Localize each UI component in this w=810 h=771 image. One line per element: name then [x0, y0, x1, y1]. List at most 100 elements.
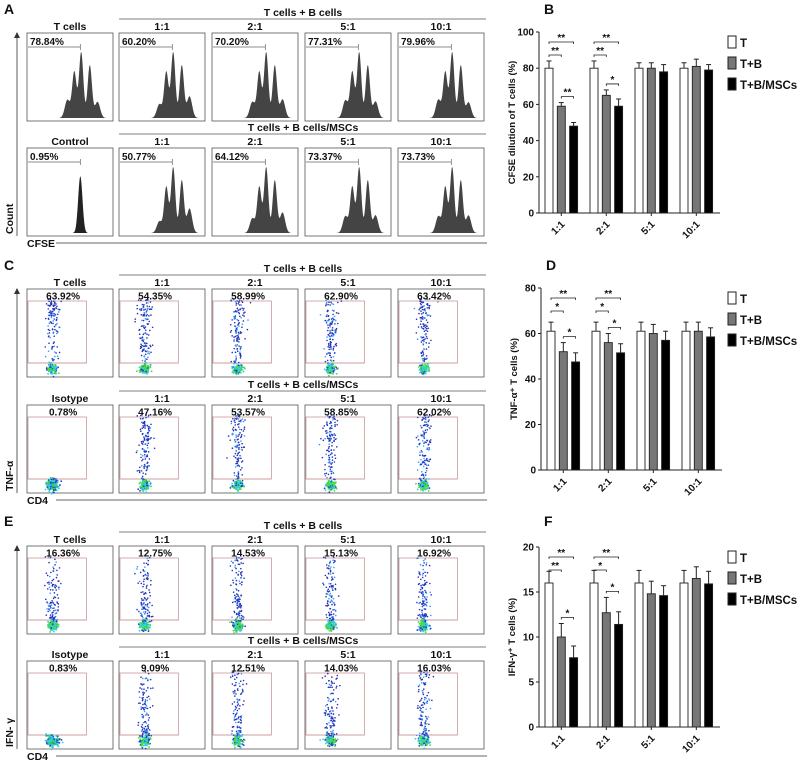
dot	[147, 695, 150, 698]
dot	[235, 482, 238, 485]
dot	[146, 577, 149, 579]
dot	[150, 485, 152, 488]
dot	[242, 420, 245, 423]
dot	[420, 744, 423, 747]
dot	[419, 601, 421, 604]
dot	[145, 714, 147, 716]
group-header: T cells + B cells	[264, 520, 343, 532]
dot	[234, 746, 236, 749]
dot	[330, 734, 333, 737]
dot	[52, 589, 54, 591]
dot	[53, 596, 56, 598]
dot	[141, 723, 144, 726]
dot	[233, 487, 235, 489]
group-header: T cells + B cells	[264, 263, 343, 275]
dot	[242, 312, 245, 314]
dot	[141, 344, 143, 347]
dot	[53, 325, 56, 328]
dot	[327, 696, 329, 699]
dot	[327, 345, 329, 348]
dot	[144, 744, 147, 747]
dot	[46, 608, 48, 610]
dot	[325, 304, 327, 307]
dot	[148, 414, 150, 417]
dot	[240, 609, 243, 612]
dot	[424, 744, 427, 747]
dot	[423, 698, 426, 701]
dot	[420, 735, 423, 738]
dot	[325, 472, 328, 475]
dot	[327, 708, 330, 711]
dot	[329, 573, 332, 575]
dot	[237, 435, 239, 437]
dot	[48, 586, 51, 589]
dot	[328, 456, 331, 459]
dot	[142, 305, 145, 308]
dot	[329, 620, 332, 623]
dot	[56, 346, 59, 348]
dot	[424, 620, 427, 623]
dot	[48, 626, 51, 629]
dot	[323, 368, 326, 371]
dot	[236, 726, 239, 729]
dot	[425, 312, 427, 315]
dot	[241, 480, 243, 483]
dot	[233, 338, 235, 341]
dot	[52, 611, 54, 614]
dot	[234, 325, 236, 327]
dot	[141, 427, 144, 430]
dot	[145, 608, 147, 611]
dot	[60, 300, 62, 303]
dot	[422, 327, 424, 330]
dot	[234, 559, 237, 562]
dot	[136, 450, 138, 452]
dot	[150, 615, 153, 618]
dot	[138, 736, 140, 739]
dot	[48, 322, 51, 325]
dot	[144, 458, 147, 460]
dot	[424, 631, 427, 634]
dot	[148, 315, 150, 317]
dot	[426, 330, 429, 332]
dot	[47, 350, 50, 352]
dot	[235, 310, 238, 313]
dot	[233, 485, 236, 488]
dot	[324, 574, 327, 577]
dot	[335, 327, 338, 330]
dot	[417, 625, 420, 628]
dot	[328, 344, 330, 346]
dot	[331, 603, 333, 606]
dot	[146, 309, 149, 311]
dot	[426, 367, 428, 370]
dot	[48, 608, 50, 610]
dot	[240, 692, 243, 694]
dot	[323, 487, 326, 490]
dot	[331, 481, 334, 483]
dot	[424, 326, 427, 329]
dot	[53, 603, 56, 606]
gate-percentage: 16.03%	[417, 664, 451, 675]
dot	[53, 358, 56, 361]
dot	[140, 602, 143, 605]
dot	[423, 414, 426, 417]
dot	[426, 428, 429, 431]
dot	[146, 358, 148, 361]
dot	[239, 371, 242, 374]
dot	[240, 617, 243, 619]
dot	[145, 734, 148, 736]
dot	[237, 331, 240, 334]
dot	[421, 358, 424, 360]
dot	[416, 469, 419, 471]
dot	[147, 736, 149, 739]
dot	[332, 355, 335, 358]
gate-percentage: 63.92%	[46, 292, 80, 303]
dot	[423, 348, 425, 350]
dot	[145, 342, 148, 345]
dot	[426, 307, 429, 309]
dot	[332, 616, 335, 618]
dot	[244, 419, 246, 421]
dot	[146, 609, 149, 611]
dot	[327, 604, 330, 606]
histogram-trace	[119, 52, 205, 118]
dot	[426, 325, 428, 328]
